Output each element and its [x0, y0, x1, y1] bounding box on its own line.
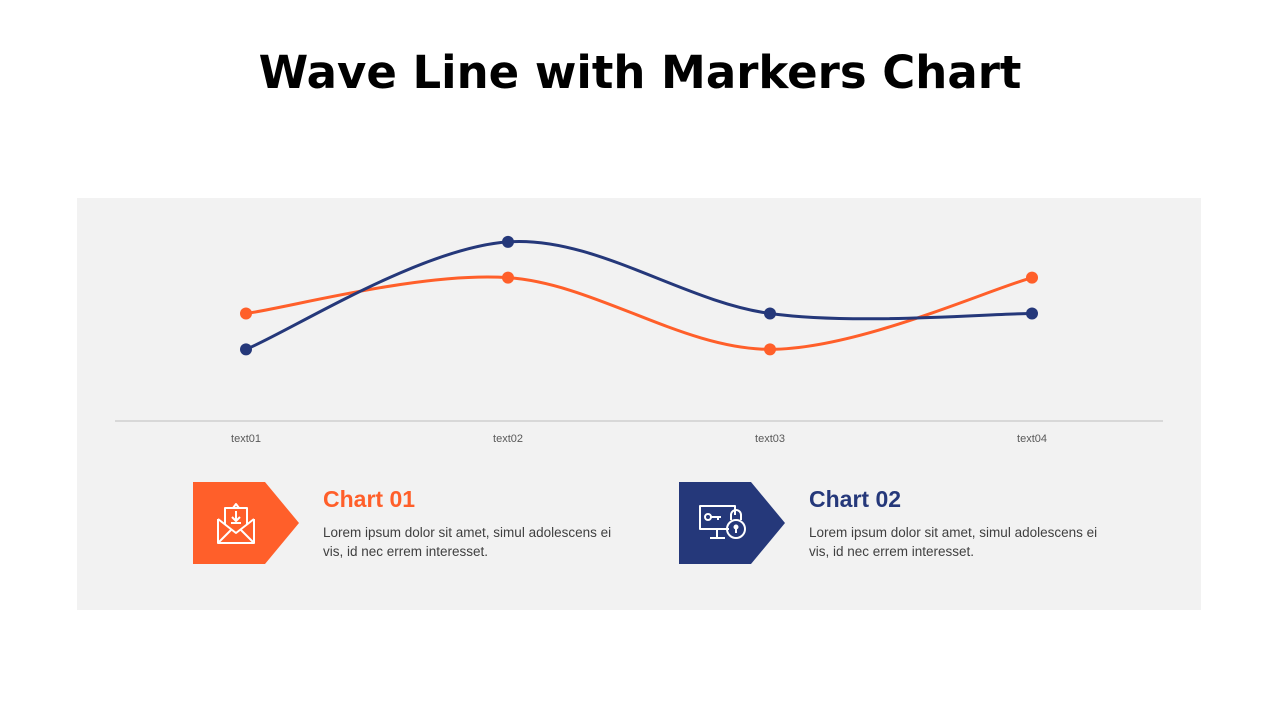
series-1-marker — [1026, 271, 1038, 284]
series-2-marker — [502, 235, 514, 248]
envelope-download-icon — [217, 503, 255, 544]
series-1-marker — [502, 271, 514, 284]
card-description: Lorem ipsum dolor sit amet, simul adoles… — [323, 525, 612, 559]
x-tick-label: text02 — [493, 433, 523, 445]
x-tick-label: text03 — [755, 433, 785, 445]
series-2-marker — [1026, 307, 1038, 320]
series-2-marker — [240, 343, 252, 356]
card-title: Chart 02 — [809, 486, 902, 512]
series-1-marker — [764, 343, 776, 356]
slide-title: Wave Line with Markers Chart — [258, 46, 1022, 99]
card-description: Lorem ipsum dolor sit amet, simul adoles… — [809, 525, 1098, 559]
series-line-2 — [245, 239, 1033, 351]
series-1-marker — [240, 307, 252, 320]
badge-chart-02 — [679, 482, 785, 564]
x-tick-label: text01 — [231, 433, 261, 445]
card-title: Chart 01 — [323, 486, 416, 512]
x-tick-label: text04 — [1017, 433, 1047, 445]
computer-key-lock-icon — [699, 505, 746, 539]
series-line-1 — [245, 275, 1033, 351]
badge-chart-01 — [193, 482, 299, 564]
series-2-marker — [764, 307, 776, 320]
